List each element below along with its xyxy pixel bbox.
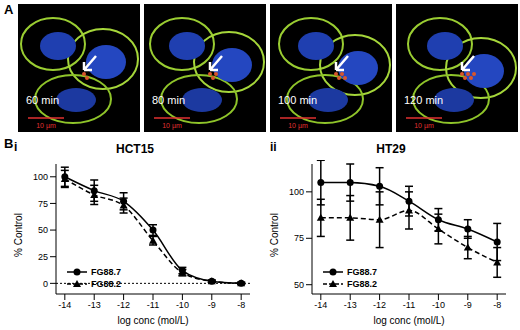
svg-text:% Control: % Control [269, 213, 280, 257]
html-text:ii: ii [270, 140, 277, 154]
svg-text:-13: -13 [88, 300, 101, 310]
html-text:A: A [4, 2, 14, 17]
svg-text:75: 75 [294, 233, 304, 243]
svg-text:50: 50 [38, 225, 48, 235]
html-text:FG88.2: FG88.2 [91, 279, 121, 289]
svg-text:100: 100 [289, 187, 304, 197]
svg-text:10 µm: 10 µm [162, 122, 182, 130]
svg-text:-13: -13 [344, 300, 357, 310]
svg-text:-10: -10 [432, 300, 445, 310]
svg-text:-11: -11 [403, 300, 415, 310]
svg-text:100 min: 100 min [278, 94, 317, 106]
svg-text:0: 0 [43, 279, 48, 289]
svg-text:log conc (mol/L): log conc (mol/L) [117, 315, 188, 326]
svg-text:100: 100 [33, 172, 48, 182]
svg-text:10 µm: 10 µm [36, 122, 56, 130]
svg-text:10 µm: 10 µm [288, 122, 308, 130]
svg-text:10 µm: 10 µm [414, 122, 434, 130]
html-text:FG88.7: FG88.7 [347, 267, 377, 277]
svg-text:120 min: 120 min [404, 94, 443, 106]
html-text:HT29: HT29 [376, 142, 406, 156]
svg-text:-9: -9 [208, 300, 216, 310]
svg-text:% Control: % Control [13, 213, 24, 257]
svg-text:log conc (mol/L): log conc (mol/L) [373, 315, 444, 326]
svg-text:25: 25 [38, 252, 48, 262]
svg-text:-14: -14 [314, 300, 327, 310]
html-text:FG88.2: FG88.2 [347, 279, 377, 289]
html-text:Bi: Bi [4, 136, 18, 154]
svg-text:-14: -14 [58, 300, 71, 310]
svg-text:-11: -11 [147, 300, 159, 310]
svg-text:-12: -12 [373, 300, 386, 310]
svg-text:80 min: 80 min [152, 94, 185, 106]
svg-text:50: 50 [294, 280, 304, 290]
svg-text:60 min: 60 min [26, 94, 59, 106]
svg-text:75: 75 [38, 199, 48, 209]
svg-text:-8: -8 [493, 300, 501, 310]
svg-text:-9: -9 [464, 300, 472, 310]
svg-text:-10: -10 [176, 300, 189, 310]
html-text:HCT15: HCT15 [116, 142, 154, 156]
svg-text:-12: -12 [117, 300, 130, 310]
html-text:FG88.7: FG88.7 [91, 267, 121, 277]
svg-text:-8: -8 [237, 300, 245, 310]
